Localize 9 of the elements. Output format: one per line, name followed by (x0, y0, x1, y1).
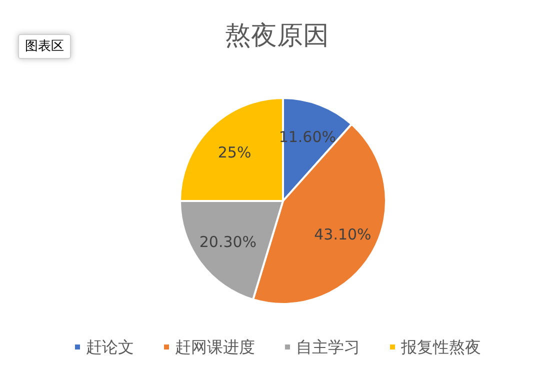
data-label: 25% (218, 144, 252, 162)
data-label: 20.30% (199, 232, 257, 251)
chart-title: 熬夜原因 (225, 21, 329, 51)
legend-label: 赶网课进度 (175, 338, 255, 356)
legend-label: 自主学习 (296, 338, 360, 356)
data-label: 43.10% (314, 226, 372, 244)
text: 图表区 (25, 39, 64, 54)
legend-label: 报复性熬夜 (400, 338, 481, 356)
legend-label: 赶论文 (86, 338, 134, 356)
